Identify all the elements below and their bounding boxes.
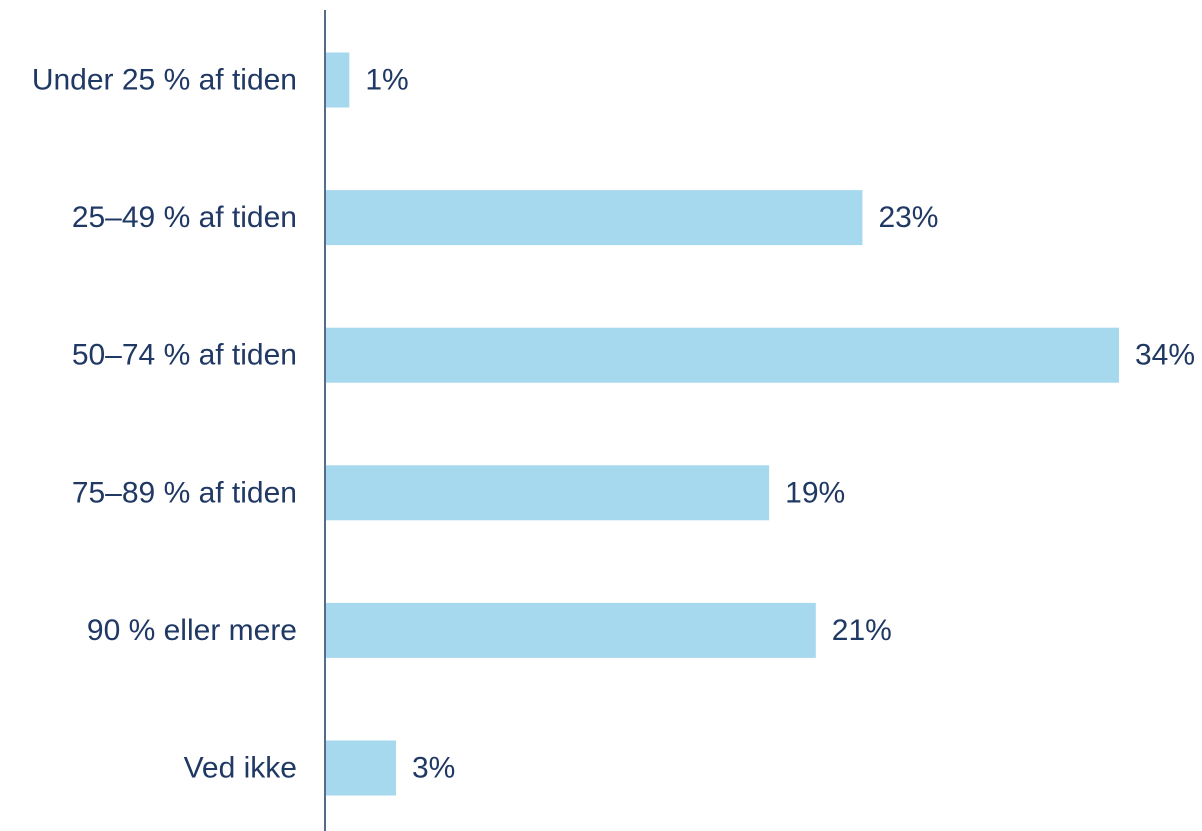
value-label-2: 34%	[1135, 339, 1195, 372]
value-label-0: 1%	[365, 64, 408, 97]
bar-1	[326, 190, 863, 246]
category-label-0: Under 25 % af tiden	[32, 64, 297, 97]
category-label-3: 75–89 % af tiden	[72, 476, 297, 509]
bar-4	[326, 602, 816, 658]
bars-group	[326, 52, 1119, 796]
category-label-2: 50–74 % af tiden	[72, 339, 297, 372]
value-label-1: 23%	[878, 201, 938, 234]
category-label-4: 90 % eller mere	[87, 614, 297, 647]
value-label-5: 3%	[412, 752, 455, 785]
bar-2	[326, 327, 1119, 383]
value-label-4: 21%	[832, 614, 892, 647]
bar-5	[326, 740, 396, 796]
category-label-5: Ved ikke	[184, 752, 297, 785]
labels-group: Under 25 % af tiden 1% 25–49 % af tiden 23%…	[32, 64, 1195, 785]
bar-0	[326, 52, 350, 108]
value-label-3: 19%	[785, 476, 845, 509]
category-label-1: 25–49 % af tiden	[72, 201, 297, 234]
bar-3	[326, 465, 770, 521]
